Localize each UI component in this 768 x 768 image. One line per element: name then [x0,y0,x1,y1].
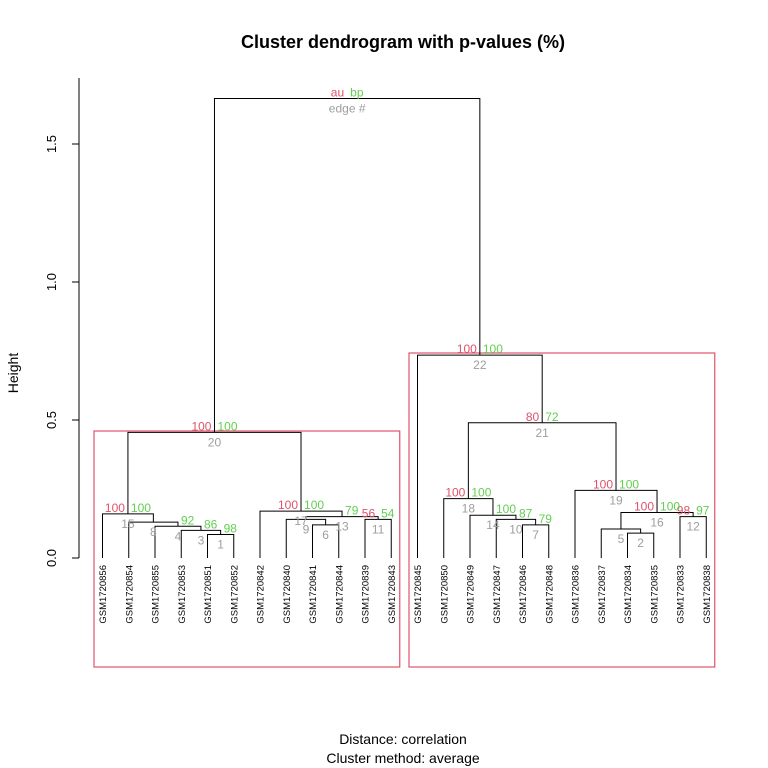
edge-number: 17 [294,514,308,528]
bp-value: 87 [519,506,533,520]
edge-number: 22 [473,358,487,372]
chart-title: Cluster dendrogram with p-values (%) [241,32,565,52]
leaf-label: GSM1720855 [151,565,162,624]
edge-number: 11 [372,522,385,536]
au-value: 56 [362,506,376,520]
bp-value: 100 [471,486,491,500]
cluster-highlight-boxes [93,352,716,668]
bp-value: 86 [204,517,218,531]
au-value: 100 [105,501,125,515]
cluster-box [408,352,716,668]
leaf-label: GSM1720843 [387,565,398,624]
y-tick-label: 0.5 [44,411,59,429]
edge-number: 10 [509,522,523,536]
leaf-label: GSM1720835 [649,565,660,624]
x-axis-label-distance: Distance: correlation [339,731,467,747]
leaf-label: GSM1720851 [203,565,214,624]
edge-number: 20 [208,435,222,449]
au-value: 80 [526,410,540,424]
edge-number: 1 [217,538,224,552]
leaf-label: GSM1720838 [702,565,713,624]
leaf-label: GSM1720846 [518,565,529,624]
branch-edge-22 [417,354,543,558]
leaf-label: GSM1720854 [124,565,135,624]
leaf-label: GSM1720848 [544,565,555,624]
bp-value: bp [350,85,364,99]
y-tick-label: 1.5 [44,135,59,153]
edge-number: 19 [609,493,623,507]
edge-number: 2 [637,536,644,550]
bp-value: 98 [224,522,238,536]
au-value: 100 [457,342,477,356]
bp-value: 100 [483,342,503,356]
y-axis-label: Height [5,353,21,394]
leaf-labels: GSM1720856 GSM1720854 GSM1720855 GSM1720853… [98,565,713,624]
bp-value: 100 [217,419,237,433]
edge-number: 21 [536,426,550,440]
au-value: 100 [634,499,654,513]
edge-number: 12 [686,520,700,534]
leaf-label: GSM1720849 [466,565,477,624]
bp-value: 100 [131,501,151,515]
leaf-label: GSM1720847 [492,565,503,624]
edge-number: 3 [198,533,205,547]
leaf-label: GSM1720833 [676,565,687,624]
au-value: 100 [278,498,298,512]
bp-value: 100 [496,502,516,516]
edge-number: 14 [486,518,500,532]
leaf-label: GSM1720856 [98,565,109,624]
branch-edge-23 [213,97,481,433]
au-value: 98 [677,504,691,518]
bp-value: 100 [619,477,639,491]
leaf-label: GSM1720842 [256,565,267,624]
bp-value: 100 [304,498,324,512]
bp-value: 54 [381,506,395,520]
au-value: 100 [593,477,613,491]
leaf-label: GSM1720853 [177,565,188,624]
au-value: 100 [191,419,211,433]
bp-value: 100 [660,499,680,513]
bp-value: 92 [181,513,195,527]
edge-number: 15 [121,517,135,531]
leaf-label: GSM1720834 [623,565,634,624]
leaf-label: GSM1720839 [361,565,372,624]
edge-number: 5 [618,532,625,546]
y-tick-label: 0.0 [44,549,59,567]
leaf-label: GSM1720850 [439,565,450,624]
bp-value: 97 [696,504,710,518]
edge-number: 13 [335,520,349,534]
edge-number: 4 [175,529,182,543]
leaf-label: GSM1720852 [229,565,240,624]
bp-value: 79 [345,504,359,518]
edge-number: 8 [150,525,157,539]
leaf-label: GSM1720844 [334,565,345,624]
leaf-label: GSM1720841 [308,565,319,624]
dendrogram-branches [102,97,707,558]
edge-number: 18 [462,502,476,516]
edge-number: 6 [322,528,329,542]
leaf-label: GSM1720837 [597,565,608,624]
leaf-label: GSM1720840 [282,565,293,624]
cluster-box [93,430,401,668]
edge-number: edge # [329,101,366,115]
au-value: au [331,85,344,99]
leaf-label: GSM1720836 [571,565,582,624]
edge-number: 16 [650,515,664,529]
edge-number: 7 [532,528,539,542]
y-tick-label: 1.0 [44,273,59,291]
bp-value: 79 [539,512,553,526]
bp-value: 72 [545,410,559,424]
y-axis-ticks: 0.0 0.5 1.0 1.5 [44,135,79,567]
x-axis-label-method: Cluster method: average [326,750,480,766]
edge-number: 9 [303,522,310,536]
leaf-label: GSM1720845 [413,565,424,624]
au-value: 100 [445,486,465,500]
